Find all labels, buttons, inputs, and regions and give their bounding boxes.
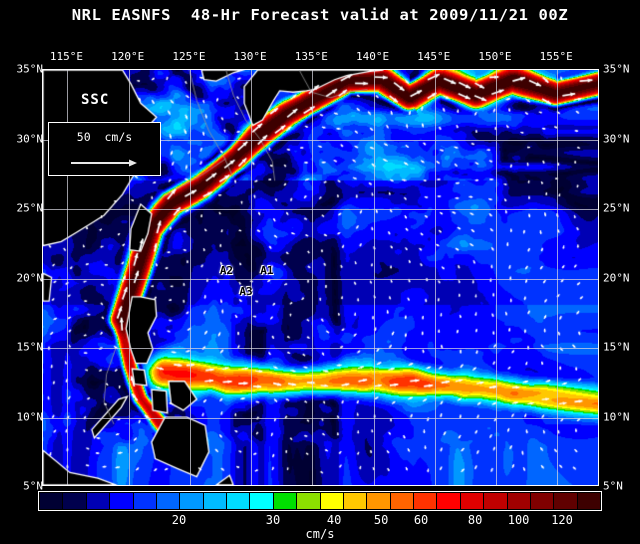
vector-scale-label: 50 cm/s (76, 130, 133, 144)
lat-tick-label-right: 30°N (603, 132, 630, 145)
ssc-label: SSC (81, 92, 110, 108)
vector-scale-arrow-icon (71, 159, 137, 167)
lat-tick-label-right: 15°N (603, 340, 630, 354)
colorbar-cell (133, 493, 156, 509)
gridline-vertical (312, 70, 314, 485)
colorbar-cell (437, 493, 460, 509)
page-title: NRL EASNFS 48-Hr Forecast valid at 2009/… (71, 6, 569, 24)
colorbar-cell (297, 493, 320, 509)
gridline-vertical (495, 70, 497, 485)
colorbar-cell (156, 493, 180, 509)
colorbar-cell (460, 493, 484, 509)
colorbar-cell (320, 493, 343, 509)
colorbar-tick-label: 40 (326, 513, 342, 527)
colorbar-cell (86, 493, 110, 509)
lon-tick-label: 150°E (478, 50, 512, 63)
gridline-horizontal (43, 139, 598, 141)
colorbar-unit-label: cm/s (305, 527, 335, 541)
lat-tick-label-right: 25°N (603, 201, 630, 215)
map-panel[interactable]: SSC 50 cm/s A1 A2 A3 (42, 69, 599, 486)
gridline-vertical (67, 70, 69, 485)
colorbar-cell (414, 493, 437, 509)
colorbar[interactable] (38, 491, 602, 511)
colorbar-cell (40, 493, 63, 509)
lon-tick-label: 155°E (539, 50, 573, 63)
lon-tick-label: 140°E (355, 50, 390, 63)
eddy-label-a2: A2 (219, 264, 234, 278)
colorbar-cell (273, 493, 297, 509)
colorbar-tick-label: 120 (551, 513, 573, 527)
colorbar-tick-label: 50 (373, 513, 389, 527)
colorbar-cell (554, 493, 577, 509)
colorbar-cell (530, 493, 554, 509)
eddy-label-a3: A3 (239, 285, 253, 298)
colorbar-cell (63, 493, 86, 509)
gridline-vertical (189, 70, 191, 485)
lon-tick-label: 120°E (111, 50, 145, 63)
lat-tick-label-right: 20°N (603, 271, 630, 284)
colorbar-tick-label: 60 (413, 513, 429, 527)
lat-tick-label-right: 10°N (603, 410, 630, 423)
gridline-vertical (434, 70, 436, 485)
vector-scale-box: 50 cm/s (48, 122, 161, 176)
lat-tick-label-left: 10°N (16, 410, 44, 423)
lat-tick-label-left: 20°N (16, 271, 44, 284)
lon-tick-label: 135°E (294, 50, 328, 63)
colorbar-tick-label: 80 (467, 513, 483, 527)
colorbar-tick-label: 20 (171, 513, 187, 527)
lat-tick-label-right: 5°N (603, 479, 623, 493)
colorbar-cell (367, 493, 390, 509)
gridline-horizontal (43, 417, 598, 419)
lat-tick-label-left: 25°N (16, 201, 44, 215)
lon-tick-label: 130°E (233, 50, 267, 63)
colorbar-cell (203, 493, 226, 509)
colorbar-cell (343, 493, 367, 509)
colorbar-cell (507, 493, 530, 509)
gridline-vertical (557, 70, 559, 485)
colorbar-cell (577, 493, 600, 509)
gridline-horizontal (43, 348, 598, 349)
eddy-label-a1: A1 (260, 264, 274, 278)
lon-tick-label: 145°E (417, 50, 451, 63)
lat-tick-label-left: 30°N (16, 132, 44, 145)
colorbar-cell (484, 493, 507, 509)
colorbar-cell (390, 493, 413, 509)
colorbar-cell (250, 493, 273, 509)
gridline-vertical (128, 70, 130, 485)
colorbar-tick-label: 30 (265, 513, 281, 527)
colorbar-cell (227, 493, 250, 509)
lon-tick-label: 115°E (49, 50, 84, 63)
lat-tick-label-left: 35°N (16, 62, 44, 76)
colorbar-cell (180, 493, 203, 509)
lon-tick-label: 125°E (172, 50, 206, 63)
gridline-horizontal (43, 209, 598, 210)
lat-tick-label-right: 35°N (603, 62, 630, 76)
lat-tick-label-left: 5°N (23, 479, 43, 493)
colorbar-cell (110, 493, 133, 509)
gridline-horizontal (43, 278, 598, 280)
lat-tick-label-left: 15°N (16, 340, 44, 354)
gridline-vertical (373, 70, 375, 485)
gridline-vertical (251, 70, 253, 485)
colorbar-tick-label: 100 (507, 513, 530, 527)
